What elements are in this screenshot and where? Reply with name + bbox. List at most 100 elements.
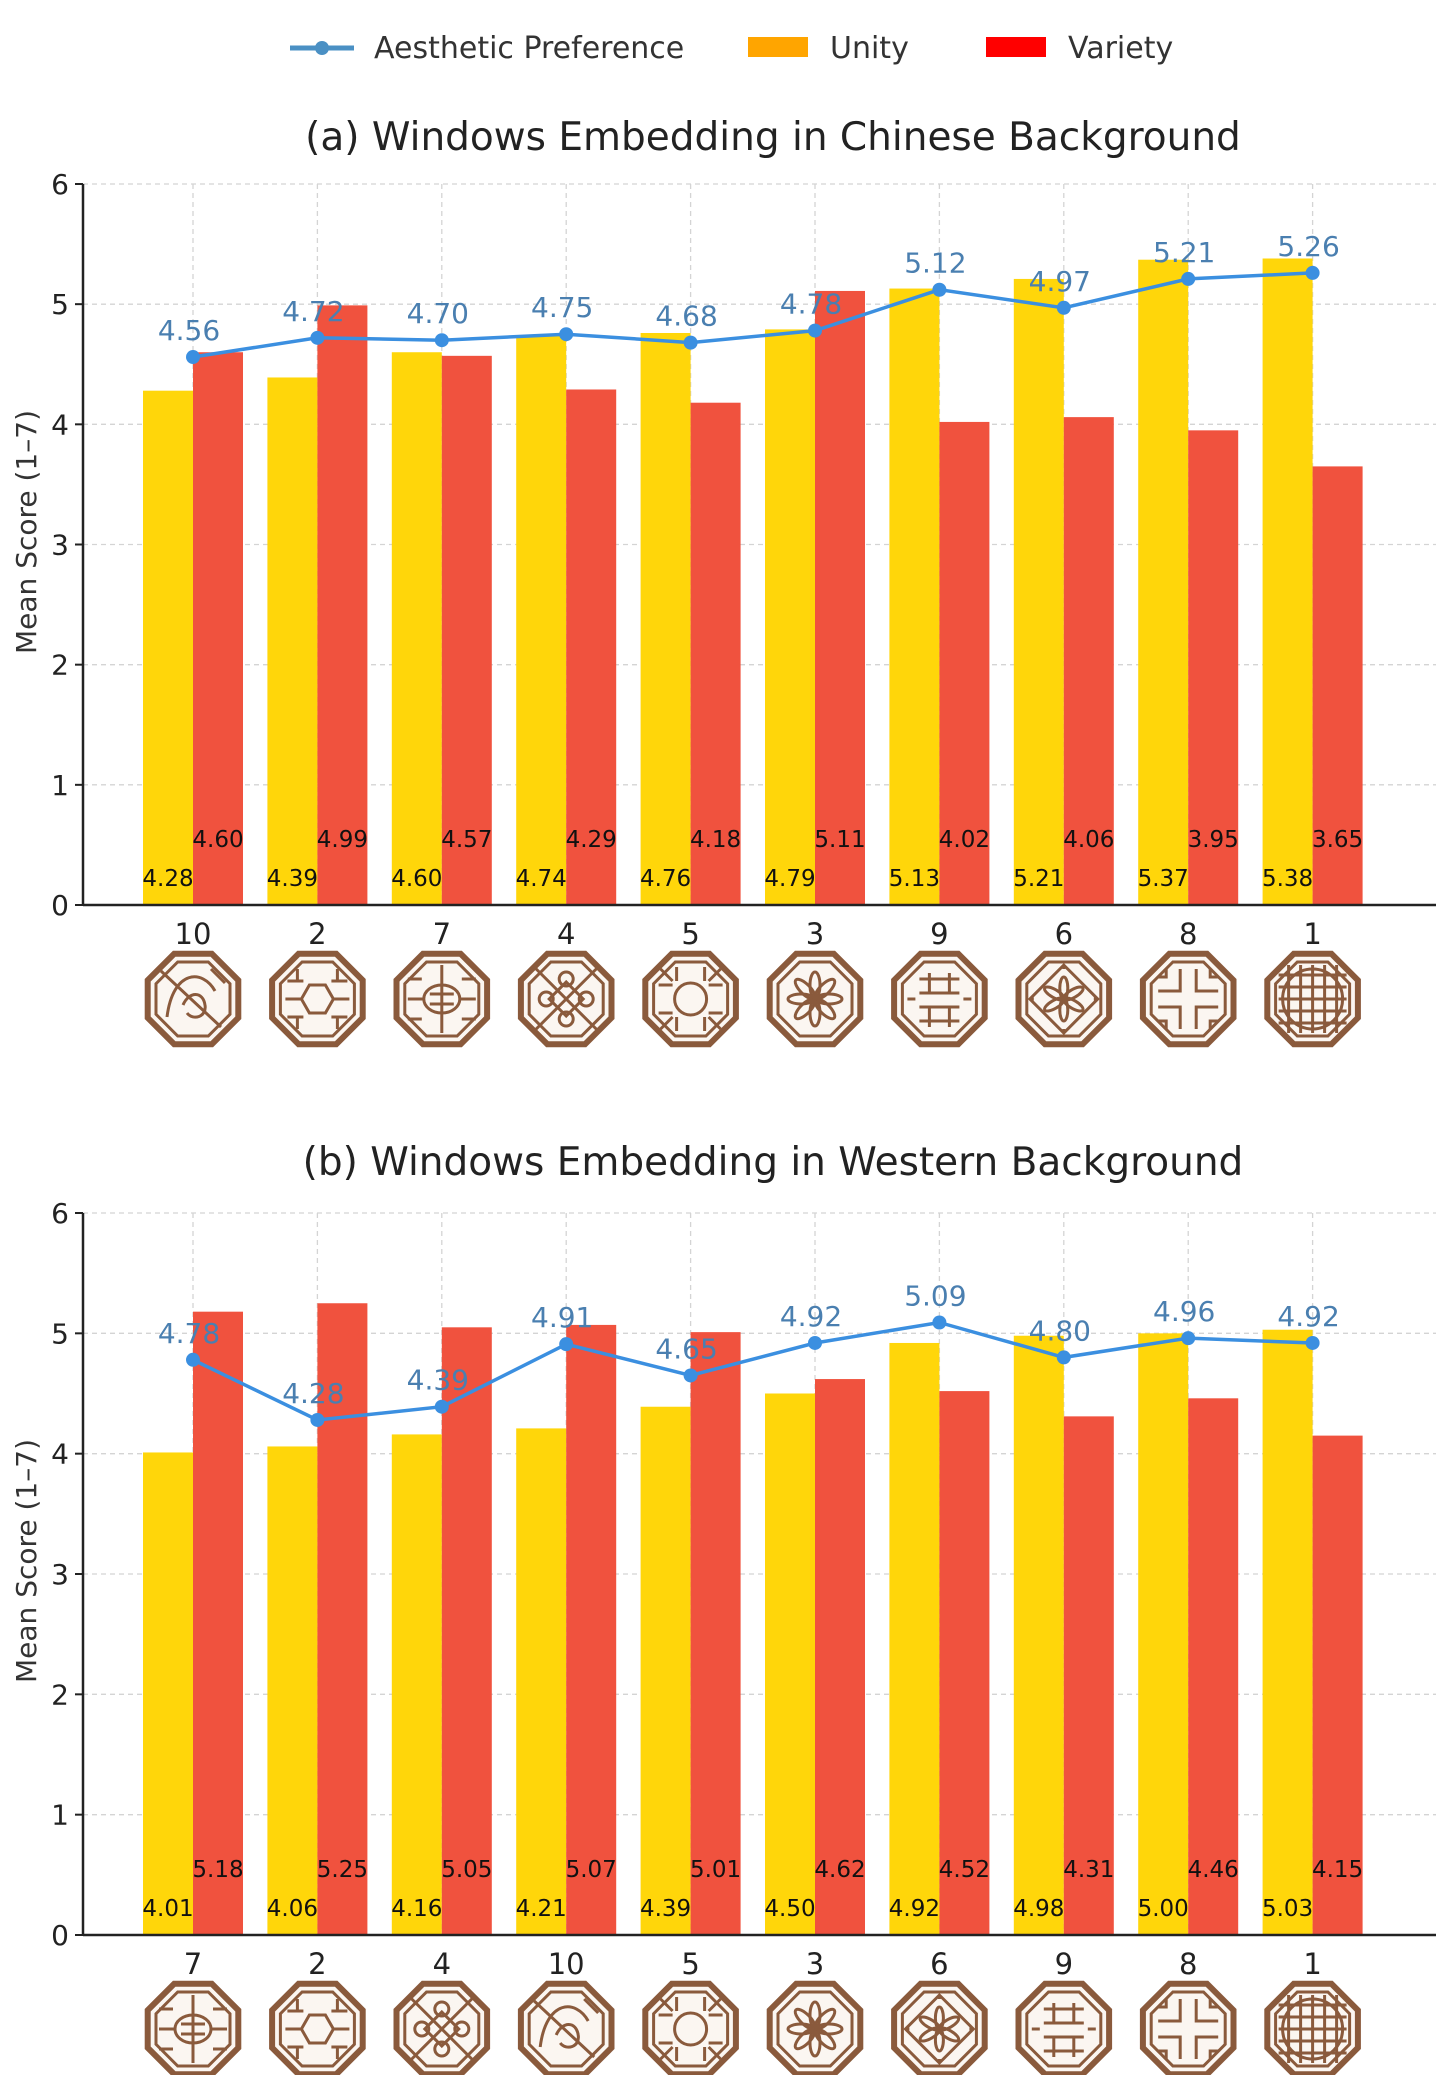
aesthetic-preference-label: 4.92 xyxy=(1277,1300,1339,1333)
y-tick-label: 0 xyxy=(51,889,69,922)
unity-bar-label: 4.16 xyxy=(391,1896,442,1922)
aesthetic-preference-line xyxy=(192,1320,1313,1422)
unity-bar-label: 4.60 xyxy=(391,866,442,892)
chart-b-title: (b) Windows Embedding in Western Backgro… xyxy=(303,1140,1244,1185)
y-tick-label: 6 xyxy=(51,168,69,201)
variety-bar-label: 5.18 xyxy=(192,1857,243,1883)
unity-bar-label: 4.28 xyxy=(142,866,193,892)
variety-bar xyxy=(815,290,865,905)
variety-bar xyxy=(441,1327,492,1935)
legend-item-unity: Unity xyxy=(748,31,909,66)
unity-bar xyxy=(267,377,318,905)
unity-bar-label: 4.76 xyxy=(640,866,691,892)
x-tick-label: 10 xyxy=(175,917,212,951)
aesthetic-preference-label: 4.39 xyxy=(407,1364,469,1397)
window-2-icon xyxy=(269,1980,366,2075)
unity-bar-label: 4.39 xyxy=(267,866,318,892)
window-9-icon xyxy=(891,950,988,1048)
x-tick-label: 4 xyxy=(557,917,575,951)
aesthetic-preference-point xyxy=(186,350,200,365)
aesthetic-preference-point xyxy=(559,327,574,342)
unity-bar-label: 4.98 xyxy=(1013,1896,1064,1922)
aesthetic-preference-label: 4.28 xyxy=(282,1377,344,1410)
variety-bar xyxy=(566,389,617,905)
unity-bar xyxy=(1262,1329,1313,1935)
aesthetic-preference-point xyxy=(1181,1331,1196,1346)
variety-bar xyxy=(317,305,368,905)
y-tick-label: 2 xyxy=(51,649,69,682)
y-tick-label: 5 xyxy=(51,288,69,321)
variety-bar-label: 4.15 xyxy=(1312,1857,1363,1883)
aesthetic-preference-point xyxy=(683,335,698,350)
window-8-icon xyxy=(1139,1980,1237,2075)
aesthetic-preference-label: 4.97 xyxy=(1029,265,1091,298)
chart-b-western-background: (b) Windows Embedding in Western Backgro… xyxy=(10,1140,1436,2075)
variety-bar xyxy=(1188,1398,1239,1935)
aesthetic-preference-label: 4.72 xyxy=(282,295,344,328)
variety-bar-label: 4.29 xyxy=(566,827,617,853)
aesthetic-preference-label: 4.75 xyxy=(531,291,593,324)
legend-label-unity: Unity xyxy=(830,31,909,66)
variety-bar-label: 5.11 xyxy=(814,827,865,853)
aesthetic-preference-label: 4.68 xyxy=(655,300,717,333)
x-tick-label: 7 xyxy=(433,917,451,951)
variety-bar-label: 4.46 xyxy=(1188,1857,1239,1883)
x-tick-label: 6 xyxy=(930,1947,948,1981)
aesthetic-preference-label: 4.92 xyxy=(780,1300,842,1333)
y-tick-label: 4 xyxy=(51,408,69,441)
chart-a-chinese-background: (a) Windows Embedding in Chinese Backgro… xyxy=(10,115,1436,1048)
unity-bar-label: 4.92 xyxy=(889,1896,940,1922)
y-tick-label: 5 xyxy=(51,1317,69,1350)
aesthetic-preference-point xyxy=(559,1337,574,1352)
unity-bar xyxy=(1013,1335,1064,1935)
unity-bar-label: 5.37 xyxy=(1138,866,1189,892)
unity-bar xyxy=(391,352,442,905)
variety-bar-label: 4.52 xyxy=(939,1857,990,1883)
unity-bar xyxy=(516,335,567,905)
unity-bar xyxy=(391,1434,442,1935)
chart-a-ylabel: Mean Score (1–7) xyxy=(10,410,43,654)
y-tick-label: 1 xyxy=(51,769,69,802)
unity-bar-label: 4.21 xyxy=(516,1896,567,1922)
aesthetic-preference-point xyxy=(1056,300,1071,315)
x-tick-label: 5 xyxy=(681,917,699,951)
window-7-icon xyxy=(393,950,491,1048)
aesthetic-preference-label: 4.56 xyxy=(158,314,220,347)
aesthetic-preference-point xyxy=(310,330,325,345)
y-tick-label: 1 xyxy=(51,1799,69,1832)
unity-bar-label: 4.74 xyxy=(516,866,567,892)
unity-bar xyxy=(640,333,691,905)
aesthetic-preference-label: 4.80 xyxy=(1029,1314,1091,1347)
window-2-icon xyxy=(269,950,366,1048)
unity-bar xyxy=(1013,278,1064,906)
x-tick-label: 10 xyxy=(548,1947,585,1981)
unity-bar-label: 4.79 xyxy=(764,866,815,892)
window-5-icon xyxy=(642,950,739,1048)
variety-bar-label: 4.02 xyxy=(939,827,990,853)
variety-bar-label: 4.60 xyxy=(192,827,243,853)
x-tick-label: 4 xyxy=(433,1947,451,1981)
chart-a-title: (a) Windows Embedding in Chinese Backgro… xyxy=(305,115,1241,160)
aesthetic-preference-point xyxy=(1305,1335,1320,1350)
aesthetic-preference-point xyxy=(683,1368,698,1383)
window-5-icon xyxy=(642,1980,739,2075)
unity-bar-label: 5.03 xyxy=(1262,1896,1313,1922)
aesthetic-preference-point xyxy=(808,323,822,338)
unity-bar xyxy=(1262,258,1313,906)
unity-bar-label: 4.06 xyxy=(267,1896,318,1922)
unity-bar xyxy=(516,1428,567,1935)
window-6-icon xyxy=(1015,950,1113,1048)
aesthetic-preference-label: 4.96 xyxy=(1153,1295,1215,1328)
variety-bar xyxy=(441,355,492,905)
x-tick-label: 2 xyxy=(308,1947,326,1981)
variety-bar xyxy=(1063,1416,1114,1935)
x-tick-label: 8 xyxy=(1179,917,1197,951)
unity-bar-label: 5.38 xyxy=(1262,866,1313,892)
variety-bar xyxy=(1063,417,1114,905)
variety-bar xyxy=(317,1303,368,1935)
aesthetic-preference-point xyxy=(808,1335,822,1350)
variety-bar-label: 5.07 xyxy=(566,1857,617,1883)
aesthetic-preference-label: 4.65 xyxy=(655,1332,717,1365)
window-10-icon xyxy=(517,1980,615,2075)
